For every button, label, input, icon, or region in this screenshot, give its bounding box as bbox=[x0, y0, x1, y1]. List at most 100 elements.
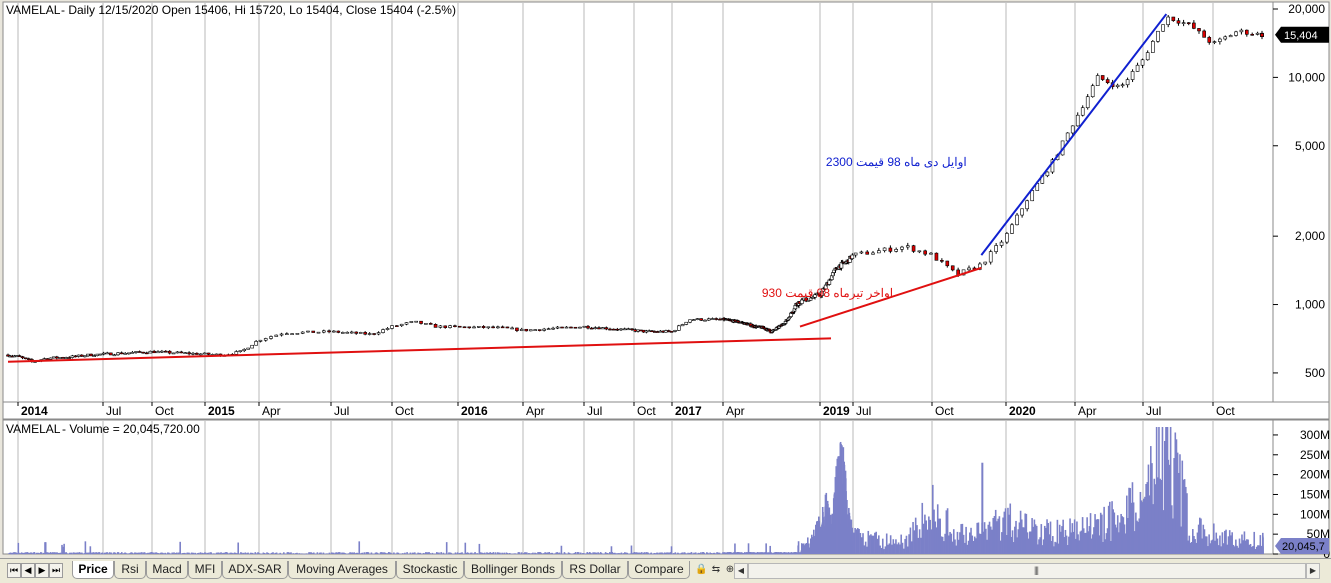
horizontal-scrollbar[interactable]: ||| bbox=[748, 563, 1306, 579]
next-tab-icon[interactable]: ▶ bbox=[35, 563, 49, 578]
volume-bar bbox=[812, 536, 814, 554]
candle-body bbox=[399, 323, 404, 326]
scroll-right-icon[interactable]: ▶ bbox=[1306, 563, 1320, 579]
volume-bar bbox=[1075, 538, 1077, 554]
date-tick-label: Apr bbox=[726, 404, 745, 418]
volume-bar bbox=[999, 540, 1002, 554]
tab-price[interactable]: Price bbox=[72, 561, 114, 579]
volume-bar bbox=[599, 553, 601, 554]
volume-bar bbox=[648, 553, 651, 555]
tab-rsi[interactable]: Rsi bbox=[114, 561, 146, 579]
tab-stockastic[interactable]: Stockastic bbox=[396, 561, 464, 579]
volume-bar bbox=[157, 553, 159, 554]
volume-bar bbox=[1080, 530, 1083, 554]
volume-bar bbox=[1239, 543, 1242, 554]
volume-bar bbox=[1035, 525, 1038, 554]
last-tab-icon[interactable]: ⏭ bbox=[49, 563, 63, 578]
volume-bar bbox=[1124, 533, 1127, 554]
tab-rs-dollar[interactable]: RS Dollar bbox=[562, 561, 628, 579]
tab-bollinger-bonds[interactable]: Bollinger Bonds bbox=[464, 561, 562, 579]
candle-body bbox=[42, 358, 47, 361]
volume-bar bbox=[82, 553, 85, 554]
candle-body bbox=[332, 330, 336, 333]
candle-body bbox=[1005, 233, 1009, 243]
volume-bar bbox=[1139, 491, 1142, 554]
volume-bar bbox=[951, 541, 954, 554]
volume-bar bbox=[554, 553, 557, 554]
volume-bar bbox=[206, 552, 209, 554]
scroll-sync-icon[interactable]: ⇆ bbox=[711, 564, 721, 575]
volume-bar bbox=[297, 553, 299, 555]
tab-mfi[interactable]: MFI bbox=[188, 561, 222, 579]
volume-bar bbox=[1246, 539, 1248, 554]
volume-bar bbox=[569, 553, 572, 554]
volume-bar bbox=[186, 552, 189, 554]
candle-body bbox=[1207, 37, 1212, 43]
volume-bar bbox=[117, 552, 120, 554]
volume-bar bbox=[21, 552, 24, 554]
volume-bar bbox=[635, 552, 638, 554]
volume-bar bbox=[561, 553, 564, 555]
volume-bar bbox=[553, 553, 556, 554]
tab-adx-sar[interactable]: ADX-SAR bbox=[222, 561, 288, 579]
candle-body bbox=[179, 351, 184, 354]
volume-bar bbox=[489, 552, 492, 554]
volume-bar bbox=[123, 553, 126, 554]
volume-bar bbox=[904, 538, 906, 554]
prev-tab-icon[interactable]: ◀ bbox=[21, 563, 35, 578]
volume-bar bbox=[273, 553, 275, 554]
volume-bar bbox=[422, 552, 425, 554]
volume-bar bbox=[1226, 544, 1229, 554]
volume-bar bbox=[914, 517, 917, 554]
volume-bar bbox=[616, 553, 619, 554]
volume-bar bbox=[172, 553, 174, 554]
tab-macd[interactable]: Macd bbox=[146, 561, 188, 579]
volume-bar bbox=[932, 484, 934, 554]
volume-bar bbox=[132, 553, 134, 554]
volume-bar bbox=[511, 553, 513, 555]
volume-bar bbox=[332, 552, 334, 554]
candle-body bbox=[1161, 24, 1165, 32]
volume-bar bbox=[73, 552, 76, 554]
volume-bar bbox=[358, 541, 361, 554]
volume-bar bbox=[319, 552, 321, 554]
volume-bar bbox=[1169, 427, 1172, 554]
candle-body bbox=[321, 330, 326, 333]
volume-bar bbox=[800, 553, 802, 555]
volume-bar bbox=[706, 552, 708, 554]
candle-body bbox=[238, 350, 243, 353]
volume-bar bbox=[384, 552, 387, 554]
scroll-grip-icon[interactable]: ||| bbox=[1034, 565, 1039, 575]
candle-body bbox=[505, 326, 510, 329]
volume-bar bbox=[504, 553, 507, 554]
volume-bar bbox=[603, 553, 605, 555]
tab-compare[interactable]: Compare bbox=[628, 561, 690, 579]
volume-bar bbox=[374, 552, 377, 554]
scroll-left-icon[interactable]: ◀ bbox=[734, 563, 748, 579]
candle-body bbox=[51, 356, 56, 359]
volume-bar bbox=[68, 553, 70, 555]
first-tab-icon[interactable]: ⏮ bbox=[7, 563, 21, 578]
volume-bar bbox=[448, 552, 450, 554]
lock-icon[interactable]: 🔒 bbox=[695, 564, 708, 575]
volume-bar bbox=[965, 526, 967, 554]
volume-bar bbox=[697, 552, 700, 554]
volume-bar bbox=[386, 553, 389, 554]
candle-body bbox=[191, 352, 195, 355]
volume-bar bbox=[1068, 536, 1070, 554]
volume-symbol: VAMELAL bbox=[6, 422, 61, 436]
candle-body bbox=[600, 327, 605, 330]
volume-bar bbox=[859, 532, 862, 554]
volume-bar bbox=[501, 552, 503, 554]
volume-bar bbox=[537, 552, 539, 554]
volume-bar bbox=[1055, 542, 1058, 554]
volume-bar bbox=[769, 545, 772, 554]
volume-bar bbox=[560, 545, 563, 554]
volume-bar bbox=[1060, 531, 1062, 554]
volume-bar bbox=[977, 522, 980, 554]
volume-bar bbox=[436, 552, 438, 554]
zoom-icon[interactable]: ⊕ bbox=[725, 564, 735, 575]
tab-moving-averages[interactable]: Moving Averages bbox=[288, 561, 396, 579]
volume-bar bbox=[590, 553, 593, 554]
